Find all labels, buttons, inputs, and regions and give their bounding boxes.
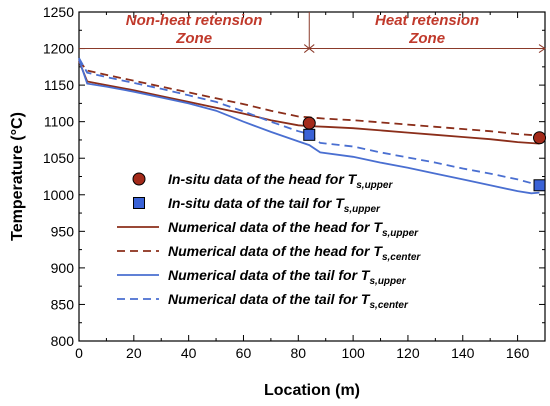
y-tick-label: 850 <box>51 296 75 312</box>
legend-label-subscript: s,center <box>369 300 408 311</box>
zone-label-line1: Non-heat retension <box>126 12 263 29</box>
zone-label-line2: Zone <box>408 30 445 47</box>
legend-label-insitu-head: In-situ data of the head for Ts,upper <box>168 171 393 191</box>
x-tick-label: 40 <box>181 345 197 361</box>
y-tick-label: 1000 <box>43 187 74 203</box>
series-line-num-head-center <box>78 60 540 137</box>
zone-label-line1: Heat retension <box>375 12 479 29</box>
zone-divider-marker <box>303 44 315 53</box>
legend-label-subscript: s,center <box>382 252 421 263</box>
x-tick-label: 100 <box>341 345 365 361</box>
data-point-insitu-tail <box>533 179 546 192</box>
x-tick-label: 60 <box>236 345 252 361</box>
legend-label-main: Numerical data of the tail for T <box>168 267 371 283</box>
y-tick-label: 1050 <box>43 150 74 166</box>
data-point-insitu-head <box>302 116 316 130</box>
legend-label-num-tail-center: Numerical data of the tail for Ts,center <box>168 291 409 311</box>
legend-label-subscript: s,upper <box>356 180 393 191</box>
legend-label-num-head-upper: Numerical data of the head for Ts,upper <box>168 219 419 239</box>
zone-arrow-right <box>538 44 546 53</box>
legend-label-main: In-situ data of the tail for T <box>168 195 345 211</box>
legend-label-num-tail-upper: Numerical data of the tail for Ts,upper <box>168 267 407 287</box>
y-tick-label: 800 <box>51 333 75 349</box>
y-tick-label: 1150 <box>44 77 74 93</box>
legend-label-main: Numerical data of the tail for T <box>168 291 371 307</box>
legend-label-insitu-tail: In-situ data of the tail for Ts,upper <box>168 195 381 215</box>
legend-marker-insitu-tail <box>133 197 145 209</box>
legend-marker-insitu-head <box>132 172 146 186</box>
y-axis-title: Temperature (°C) <box>9 112 26 241</box>
y-tick-label: 950 <box>51 223 75 239</box>
y-tick-label: 1250 <box>43 4 74 20</box>
x-tick-label: 20 <box>126 345 142 361</box>
legend-label-subscript: s,upper <box>369 276 406 287</box>
series-line-num-tail-upper <box>78 59 540 195</box>
y-tick-label: 1100 <box>44 114 74 130</box>
legend-label-main: Numerical data of the head for T <box>168 243 383 259</box>
legend-label-subscript: s,upper <box>382 228 419 239</box>
data-point-insitu-head <box>533 131 547 145</box>
x-tick-label: 0 <box>75 345 83 361</box>
legend-label-subscript: s,upper <box>344 204 381 215</box>
y-tick-label: 900 <box>51 260 75 276</box>
legend-label-main: Numerical data of the head for T <box>168 219 383 235</box>
x-tick-label: 120 <box>396 345 420 361</box>
y-tick-label: 1200 <box>43 41 74 57</box>
legend-label-num-head-center: Numerical data of the head for Ts,center <box>168 243 421 263</box>
x-tick-label: 80 <box>291 345 307 361</box>
data-point-insitu-tail <box>303 128 316 141</box>
x-axis-title: Location (m) <box>264 382 360 399</box>
x-tick-label: 140 <box>451 345 475 361</box>
legend-label-main: In-situ data of the head for T <box>168 171 358 187</box>
x-tick-label: 160 <box>506 345 530 361</box>
zone-label-line2: Zone <box>175 30 212 47</box>
